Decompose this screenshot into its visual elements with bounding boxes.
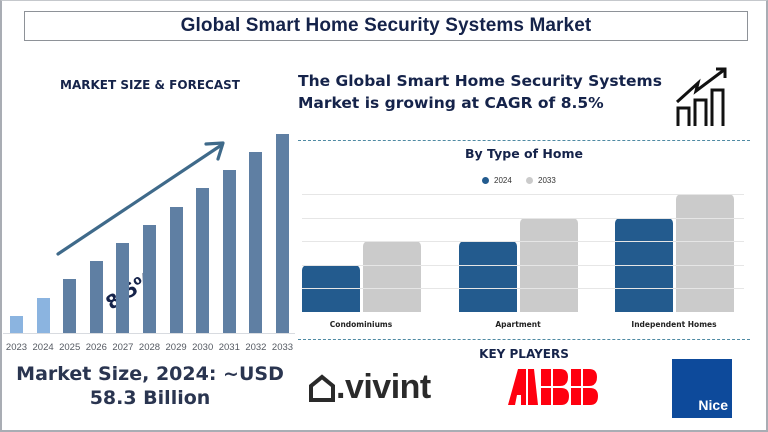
year-label-2026: 2026 [85,342,107,353]
year-label-2031: 2031 [218,342,240,353]
forecast-bar-2028 [143,225,156,333]
bar-condominiums-2033 [363,241,421,312]
market-size-line2: 58.3 Billion [89,387,211,409]
year-label-2025: 2025 [59,342,81,353]
legend-label-2033: 2033 [538,176,556,185]
forecast-bar-2029 [169,207,183,333]
year-label-2032: 2032 [245,342,267,353]
cagr-statement-line2: Market is growing at CAGR of 8.5% [298,94,604,112]
divider-top [298,140,750,141]
year-label-2030: 2030 [192,342,214,353]
category-label: Independent Homes [631,320,717,329]
grid-line [302,194,744,195]
year-label-2024: 2024 [32,342,54,353]
legend-label-2024: 2024 [494,176,512,185]
key-players-title: KEY PLAYERS [479,347,569,361]
type-chart-title: By Type of Home [465,146,583,161]
cagr-statement-line1: The Global Smart Home Security Systems [298,72,662,90]
forecast-bar-2025 [63,279,77,333]
title-box: Global Smart Home Security Systems Marke… [24,11,748,41]
legend-dot-2033 [526,177,533,184]
grid-line [302,217,744,219]
forecast-bar-2024 [36,298,50,333]
market-forecast-heading: MARKET SIZE & FORECAST [60,78,240,92]
legend-2024: 2024 [482,176,512,185]
forecast-bar-2023 [10,316,23,333]
market-size-text: Market Size, 2024: ~USD 58.3 Billion [0,362,300,410]
vivint-logo: .vivint [308,368,431,404]
nice-logo: Nice [672,359,732,418]
house-icon [309,374,335,402]
category-label: Apartment [495,320,541,329]
forecast-bar-2032 [249,152,263,333]
cagr-statement: The Global Smart Home Security Systems M… [298,70,678,114]
forecast-bar-2027 [116,243,130,333]
year-label-2023: 2023 [5,342,28,353]
divider-bottom [298,339,750,340]
legend-2033: 2033 [526,176,556,185]
forecast-bar-2031 [222,170,236,333]
forecast-bar-2033 [276,134,289,333]
grid-line [302,288,744,290]
grid-line [302,241,744,243]
bar-independent-homes-2033 [676,194,734,312]
legend-dot-2024 [482,177,489,184]
year-label-2028: 2028 [138,342,161,353]
year-label-2027: 2027 [112,342,134,353]
bar-apartment-2024 [459,241,517,312]
market-size-line1: Market Size, 2024: ~USD [16,363,284,385]
forecast-bar-2026 [89,261,103,333]
cagr-arrow-icon [56,141,225,256]
year-label-2029: 2029 [165,342,187,353]
vivint-logo-text: .vivint [336,368,431,406]
nice-logo-text: Nice [698,397,728,413]
grid-line [302,264,744,266]
page-title: Global Smart Home Security Systems Marke… [180,15,592,36]
market-forecast-chart: 8.5% 2023 2024 2025 2026 2027 2028 2029 2030 203… [0,120,300,360]
bar-apartment-2033 [520,217,578,312]
forecast-bar-2030 [196,188,210,333]
bar-independent-homes-2024 [615,217,673,312]
chart-baseline [3,333,295,334]
year-label-2033: 2033 [271,342,294,353]
growth-chart-icon [675,67,727,126]
abb-logo [508,369,598,405]
category-label: Condominiums [329,320,393,329]
